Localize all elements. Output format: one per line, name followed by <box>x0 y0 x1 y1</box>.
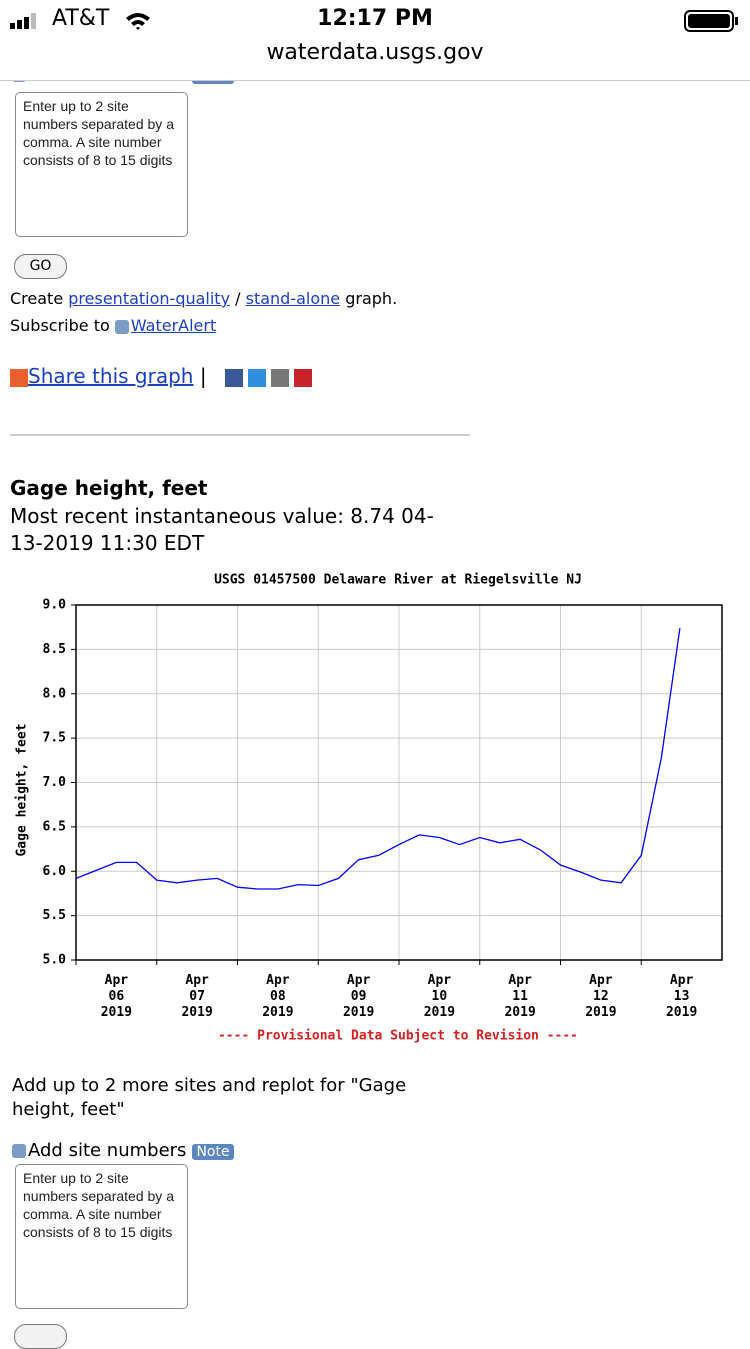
battery-icon <box>684 10 738 32</box>
divider <box>10 434 470 436</box>
text: Create <box>10 289 64 308</box>
signal-icon <box>10 13 36 29</box>
wifi-icon <box>126 13 150 30</box>
x-tick-label: Apr 09 2019 <box>343 973 374 1020</box>
plot-frame <box>75 604 723 961</box>
text: Subscribe to <box>10 316 110 335</box>
label-text: Add site numbers <box>28 1140 187 1161</box>
footnote: ---- Provisional Data Subject to Revisio… <box>218 1029 578 1044</box>
text: / <box>235 289 241 308</box>
time: 12:17 PM <box>317 6 433 31</box>
y-tick-label: 9.0 <box>43 598 67 613</box>
recent-value: Most recent instantaneous value: 8.74 04… <box>10 504 434 555</box>
site-input[interactable]: Enter up to 2 site numbers separated by … <box>15 1164 188 1309</box>
x-tick-label: Apr 12 2019 <box>585 973 616 1020</box>
y-axis-label: Gage height, feet <box>15 723 30 856</box>
chart: USGS 01457500 Delaware River at Riegelsv… <box>15 573 723 1044</box>
share-line: Share this graph | <box>10 364 313 389</box>
link[interactable]: stand-alone <box>245 289 341 308</box>
y-tick-label: 5.5 <box>43 908 66 923</box>
chart-title: USGS 01457500 Delaware River at Riegelsv… <box>214 573 582 588</box>
y-tick-label: 8.0 <box>43 686 67 701</box>
share-link[interactable]: Share this graph <box>28 364 194 388</box>
y-tick-label: 8.5 <box>43 642 66 657</box>
site-label: Add site numbers Note <box>12 1140 234 1161</box>
social-icons[interactable] <box>213 367 313 389</box>
note[interactable]: Note <box>192 1144 234 1160</box>
plus-icon <box>10 368 28 387</box>
x-tick-label: Apr 08 2019 <box>262 973 293 1020</box>
x-tick-label: Apr 13 2019 <box>666 973 697 1020</box>
y-tick-label: 7.5 <box>43 731 66 746</box>
y-tick-label: 6.0 <box>43 864 67 879</box>
link[interactable]: WaterAlert <box>130 316 217 335</box>
separator: | <box>199 364 207 388</box>
go-button[interactable] <box>14 1324 67 1349</box>
y-tick-label: 5.0 <box>43 953 67 968</box>
status-bar: AT&T 12:17 PM waterdata.usgs.gov <box>0 0 750 81</box>
x-tick-label: Apr 06 2019 <box>101 973 132 1020</box>
text: graph. <box>345 289 398 308</box>
go-button[interactable]: GO <box>14 254 67 279</box>
section-title: Gage height, feet <box>10 476 208 500</box>
link[interactable]: presentation-quality <box>68 289 231 308</box>
site-input[interactable]: Enter up to 2 site numbers separated by … <box>15 92 188 237</box>
y-tick-label: 6.5 <box>43 819 66 834</box>
subscribe-line: Subscribe to WaterAlert <box>10 316 216 335</box>
y-tick-label: 7.0 <box>43 775 67 790</box>
url[interactable]: waterdata.usgs.gov <box>266 40 484 65</box>
carrier: AT&T <box>52 6 110 31</box>
x-tick-label: Apr 11 2019 <box>504 973 535 1020</box>
data-line <box>75 628 681 890</box>
x-tick-label: Apr 10 2019 <box>424 973 455 1020</box>
replot-text: Add up to 2 more sites and replot for "G… <box>12 1075 407 1120</box>
create-line: Create presentation-quality / stand-alon… <box>10 289 397 308</box>
x-tick-label: Apr 07 2019 <box>181 973 212 1020</box>
